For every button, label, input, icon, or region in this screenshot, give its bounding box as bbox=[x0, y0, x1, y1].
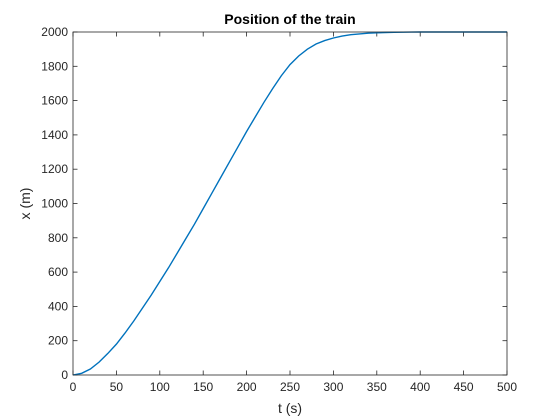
y-tick-label-1: 200 bbox=[48, 334, 68, 348]
y-tick-label-5: 1000 bbox=[41, 197, 68, 211]
y-axis-label: x (m) bbox=[17, 188, 33, 220]
y-tick-label-4: 800 bbox=[48, 231, 68, 245]
chart-title: Position of the train bbox=[224, 11, 355, 27]
x-tick-label-8: 400 bbox=[410, 380, 430, 394]
tick-labels-group: 0 50 100 150 200 250 300 350 400 450 500 0 200 400 600… bbox=[41, 25, 517, 394]
y-tick-label-8: 1600 bbox=[41, 94, 68, 108]
x-tick-label-10: 500 bbox=[497, 380, 517, 394]
x-tick-label-1: 50 bbox=[110, 380, 124, 394]
x-tick-label-9: 450 bbox=[454, 380, 474, 394]
x-tick-label-2: 100 bbox=[150, 380, 170, 394]
y-tick-label-2: 400 bbox=[48, 299, 68, 313]
x-tick-label-4: 200 bbox=[237, 380, 257, 394]
y-tick-label-10: 2000 bbox=[41, 25, 68, 39]
x-tick-label-6: 300 bbox=[323, 380, 343, 394]
plot-area bbox=[73, 32, 507, 375]
y-tick-label-6: 1200 bbox=[41, 162, 68, 176]
x-tick-label-7: 350 bbox=[367, 380, 387, 394]
x-axis-label: t (s) bbox=[278, 400, 302, 416]
x-tick-label-0: 0 bbox=[70, 380, 77, 394]
axes-box bbox=[72, 31, 508, 376]
y-tick-label-9: 1800 bbox=[41, 59, 68, 73]
y-tick-label-3: 600 bbox=[48, 265, 68, 279]
x-tick-label-3: 150 bbox=[193, 380, 213, 394]
y-tick-label-7: 1400 bbox=[41, 128, 68, 142]
x-tick-label-5: 250 bbox=[280, 380, 300, 394]
series-line-position bbox=[72, 31, 507, 376]
y-tick-label-0: 0 bbox=[61, 368, 68, 382]
